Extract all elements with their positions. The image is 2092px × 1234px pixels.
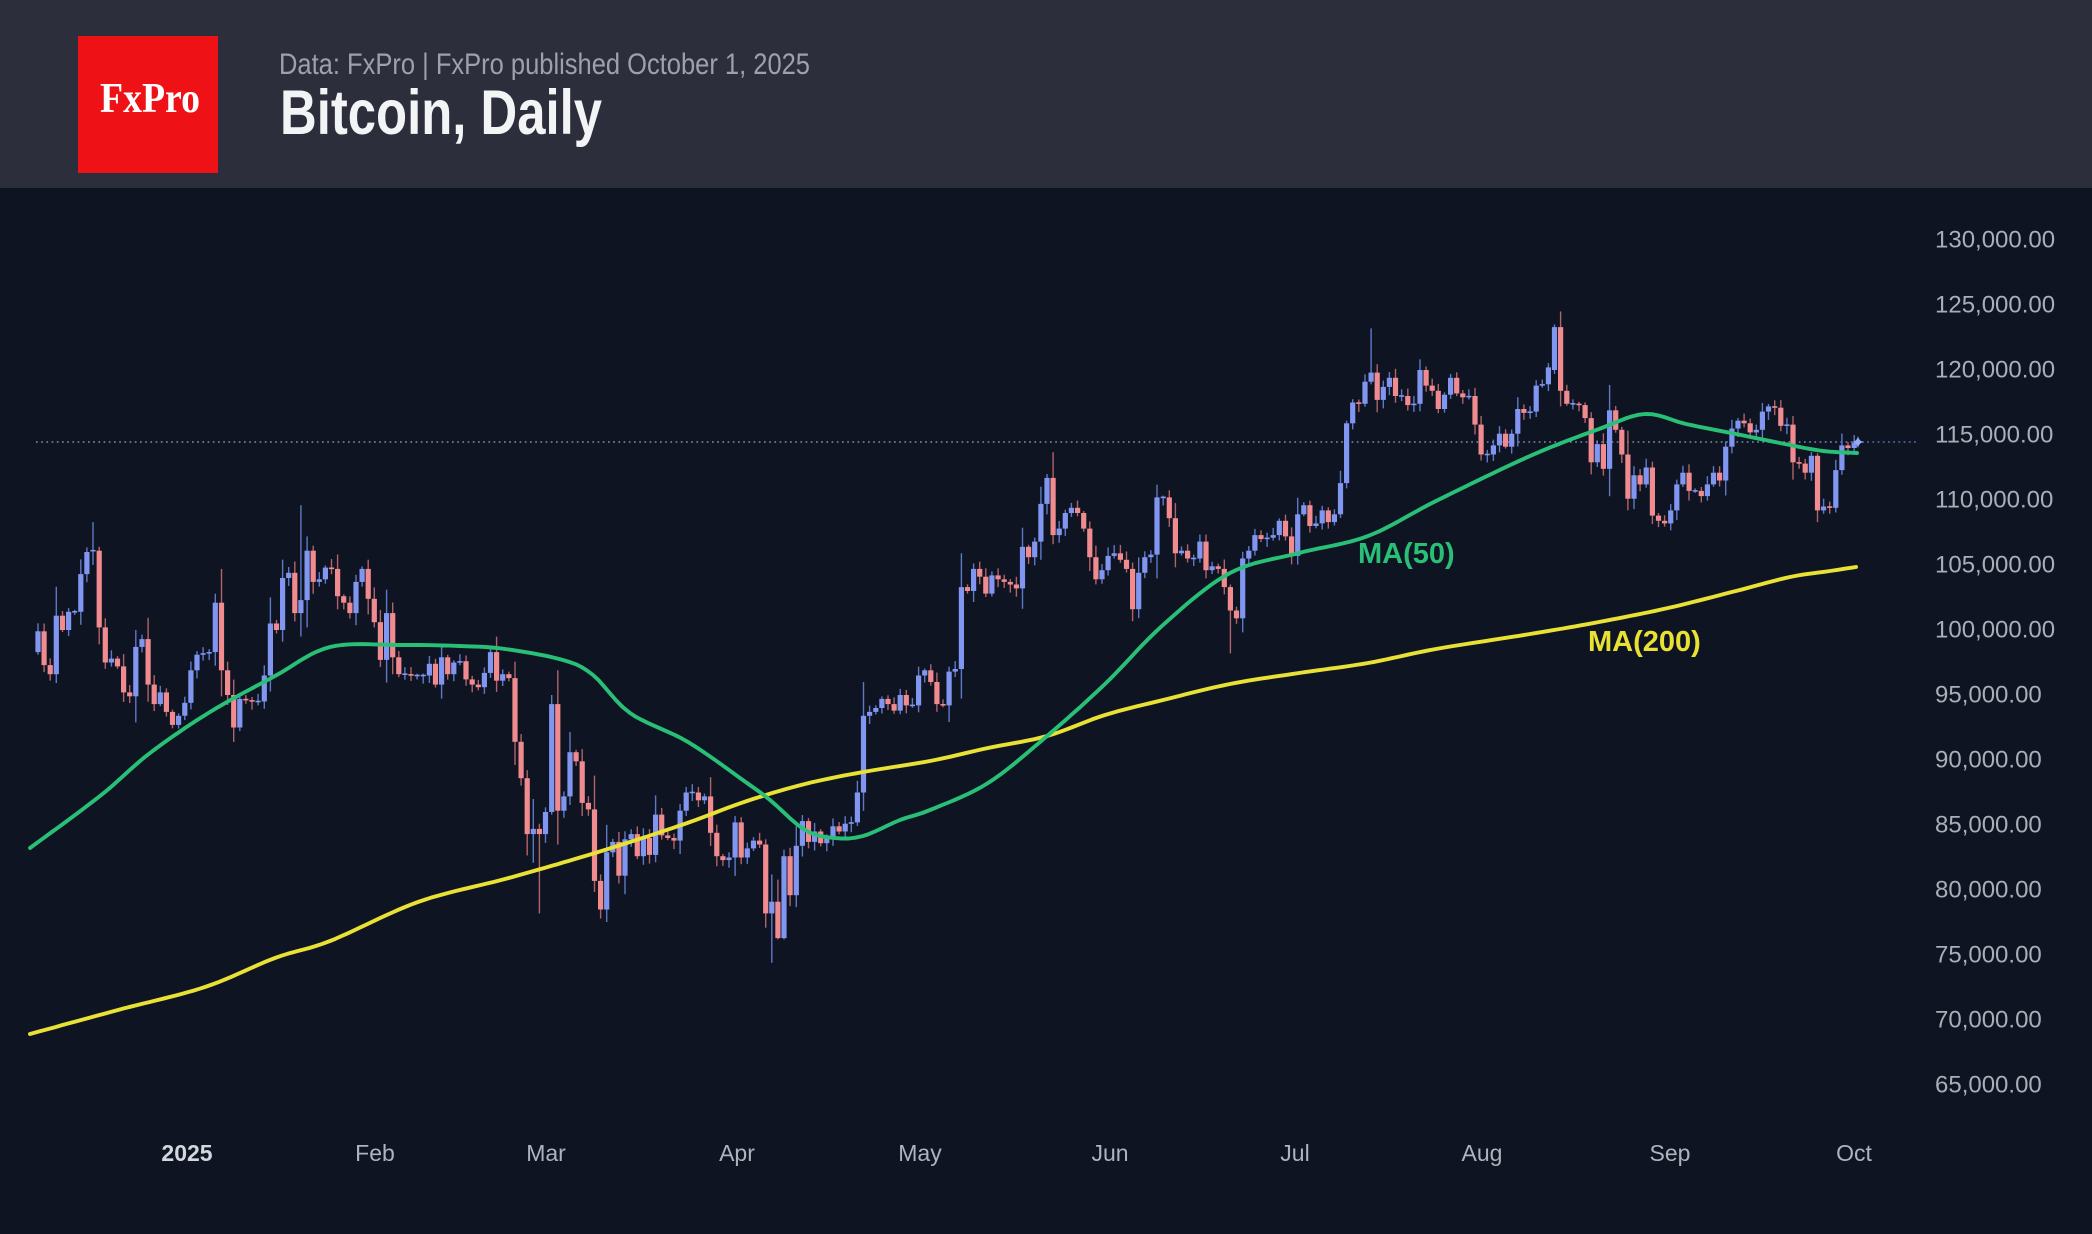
- svg-text:Oct: Oct: [1836, 1140, 1872, 1166]
- svg-text:Aug: Aug: [1462, 1140, 1503, 1166]
- svg-text:90,000.00: 90,000.00: [1935, 747, 2042, 774]
- svg-text:130,000.00: 130,000.00: [1935, 227, 2055, 254]
- svg-text:105,000.00: 105,000.00: [1935, 552, 2055, 579]
- svg-text:120,000.00: 120,000.00: [1935, 357, 2055, 384]
- svg-text:65,000.00: 65,000.00: [1935, 1072, 2042, 1099]
- svg-text:Mar: Mar: [526, 1140, 566, 1166]
- svg-text:Sep: Sep: [1650, 1140, 1691, 1166]
- svg-text:Apr: Apr: [719, 1140, 755, 1166]
- svg-text:115,000.00: 115,000.00: [1935, 422, 2053, 449]
- svg-text:MA(200): MA(200): [1588, 626, 1701, 658]
- svg-text:70,000.00: 70,000.00: [1935, 1007, 2042, 1034]
- svg-text:Bitcoin, Daily: Bitcoin, Daily: [280, 78, 602, 148]
- svg-text:110,000.00: 110,000.00: [1935, 487, 2053, 514]
- svg-text:80,000.00: 80,000.00: [1935, 877, 2042, 904]
- svg-text:75,000.00: 75,000.00: [1935, 942, 2042, 969]
- svg-text:125,000.00: 125,000.00: [1935, 292, 2055, 319]
- svg-text:2025: 2025: [161, 1140, 212, 1166]
- svg-text:Jun: Jun: [1091, 1140, 1128, 1166]
- svg-text:100,000.00: 100,000.00: [1935, 617, 2055, 644]
- svg-text:85,000.00: 85,000.00: [1935, 812, 2042, 839]
- svg-text:Jul: Jul: [1280, 1140, 1309, 1166]
- svg-text:95,000.00: 95,000.00: [1935, 682, 2042, 709]
- svg-text:FxPro: FxPro: [100, 76, 200, 122]
- svg-text:Feb: Feb: [355, 1140, 395, 1166]
- svg-text:Data: FxPro | FxPro published: Data: FxPro | FxPro published October 1,…: [279, 48, 810, 81]
- svg-text:MA(50): MA(50): [1358, 538, 1455, 570]
- svg-text:May: May: [898, 1140, 942, 1166]
